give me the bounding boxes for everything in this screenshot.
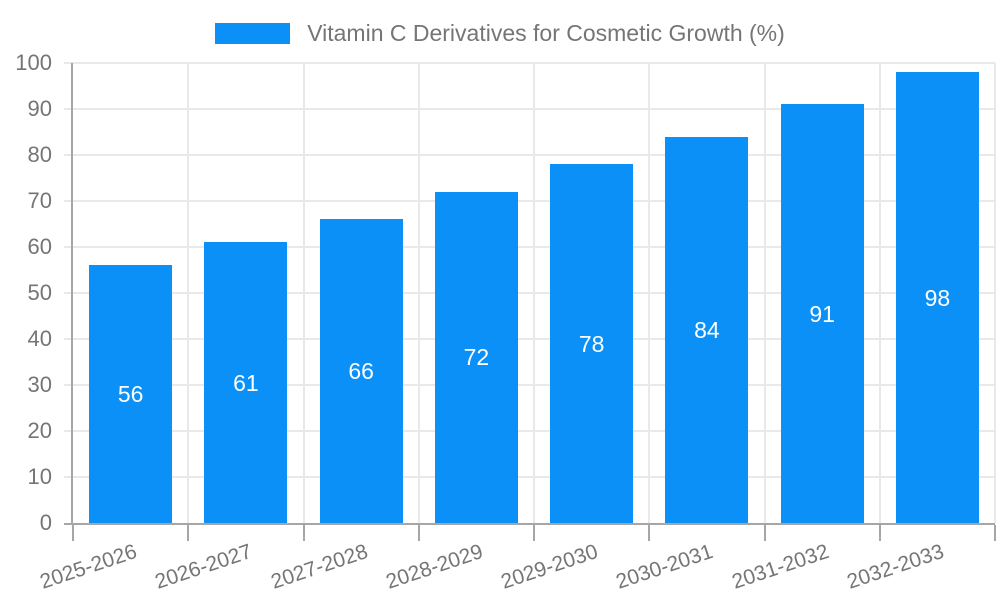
x-axis-tick (878, 525, 881, 541)
x-axis-tick (72, 525, 74, 541)
v-gridline (994, 63, 996, 523)
bar-value-label: 84 (694, 316, 720, 343)
v-gridline (417, 63, 420, 523)
y-tick-label: 80 (27, 142, 52, 167)
x-axis-line (64, 523, 995, 525)
bar[interactable] (665, 136, 749, 523)
x-tick-label: 2029-2030 (498, 540, 601, 594)
bar[interactable] (319, 219, 403, 523)
x-axis-tick (417, 525, 420, 541)
bar[interactable] (895, 72, 979, 523)
y-tick-label: 100 (15, 50, 52, 75)
h-gridline (64, 200, 995, 202)
h-gridline (64, 62, 995, 64)
x-tick-label: 2025-2026 (37, 540, 140, 594)
h-gridline (64, 430, 995, 432)
y-tick-label: 70 (27, 188, 52, 213)
bar[interactable] (550, 164, 634, 523)
x-axis-tick (533, 525, 535, 541)
bar-value-label: 56 (117, 381, 144, 408)
x-axis-tick (648, 525, 651, 541)
v-gridline (302, 63, 305, 523)
bar[interactable] (89, 265, 173, 523)
legend-title: Vitamin C Derivatives for Cosmetic Growt… (307, 20, 785, 46)
h-gridline (64, 154, 995, 156)
bar[interactable] (780, 104, 864, 523)
legend-item[interactable]: Vitamin C Derivatives for Cosmetic Growt… (215, 20, 785, 47)
x-axis-tick (763, 525, 766, 541)
x-tick-label: 2030-2031 (613, 540, 717, 594)
h-gridline (64, 246, 995, 248)
x-axis-tick (994, 525, 996, 541)
bar-value-label: 72 (463, 344, 490, 371)
x-axis-tick (302, 525, 305, 541)
v-gridline (763, 63, 766, 523)
y-tick-label: 0 (39, 510, 52, 535)
y-tick-label: 20 (27, 418, 52, 443)
v-gridline (533, 63, 535, 523)
bar[interactable] (434, 191, 518, 523)
x-tick-label: 2031-2032 (728, 540, 832, 594)
bar-value-label: 91 (809, 300, 835, 327)
y-tick-label: 90 (27, 96, 52, 121)
h-gridline (64, 338, 995, 340)
h-gridline (64, 292, 995, 294)
bar-value-label: 66 (348, 358, 374, 385)
h-gridline (64, 476, 995, 478)
y-tick-label: 30 (27, 372, 52, 397)
x-tick-label: 2028-2029 (383, 540, 486, 594)
legend-swatch (215, 23, 291, 44)
v-gridline (878, 63, 881, 523)
y-tick-label: 10 (27, 464, 52, 489)
bar-value-label: 61 (233, 369, 259, 396)
bar-value-label: 78 (578, 330, 605, 357)
h-gridline (64, 384, 995, 386)
x-tick-label: 2027-2028 (267, 540, 371, 594)
bar[interactable] (204, 242, 288, 523)
x-tick-label: 2026-2027 (152, 540, 256, 594)
y-tick-label: 50 (27, 280, 52, 305)
legend: Vitamin C Derivatives for Cosmetic Growt… (0, 20, 1000, 47)
bar-value-label: 98 (924, 284, 951, 311)
x-axis-tick (187, 525, 190, 541)
v-gridline (187, 63, 190, 523)
x-tick-label: 2032-2033 (844, 540, 947, 594)
y-tick-label: 40 (27, 326, 52, 351)
y-axis-line (71, 63, 73, 525)
v-gridline (648, 63, 651, 523)
y-tick-label: 60 (27, 234, 52, 259)
h-gridline (64, 108, 995, 110)
